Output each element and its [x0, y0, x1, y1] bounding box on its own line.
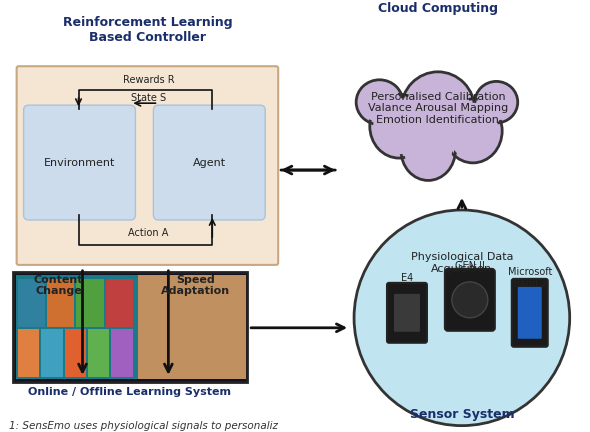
Text: Speed
Adaptation: Speed Adaptation	[160, 275, 230, 296]
Ellipse shape	[405, 76, 470, 144]
Text: Agent: Agent	[193, 158, 226, 168]
Bar	[88, 329, 110, 377]
Text: Reinforcement Learning
Based Controller: Reinforcement Learning Based Controller	[63, 16, 232, 44]
Text: Online / Offline Learning System: Online / Offline Learning System	[28, 387, 231, 397]
Ellipse shape	[359, 83, 400, 122]
FancyBboxPatch shape	[512, 279, 548, 347]
Circle shape	[452, 282, 488, 318]
Text: 1: SensEmo uses physiological signals to personaliz: 1: SensEmo uses physiological signals to…	[9, 421, 278, 431]
Bar	[15, 275, 137, 379]
Ellipse shape	[401, 120, 455, 181]
Circle shape	[354, 210, 570, 426]
Bar	[137, 275, 245, 379]
Text: GEN II: GEN II	[455, 261, 485, 271]
Text: Sensor System: Sensor System	[409, 408, 514, 421]
Ellipse shape	[356, 80, 403, 124]
Ellipse shape	[401, 72, 475, 149]
Ellipse shape	[475, 81, 518, 123]
FancyBboxPatch shape	[394, 294, 420, 332]
Text: Personalised Calibration
Valance Arousal Mapping
Emotion Identification: Personalised Calibration Valance Arousal…	[368, 92, 508, 125]
FancyBboxPatch shape	[24, 105, 136, 220]
FancyBboxPatch shape	[153, 105, 265, 220]
Bar	[76, 279, 104, 327]
Bar	[106, 279, 133, 327]
FancyBboxPatch shape	[387, 283, 427, 343]
Text: Environment: Environment	[44, 158, 115, 168]
FancyBboxPatch shape	[445, 269, 495, 331]
Ellipse shape	[444, 99, 502, 163]
Bar	[18, 329, 39, 377]
Bar	[64, 329, 86, 377]
Ellipse shape	[373, 98, 425, 154]
Text: Rewards R: Rewards R	[123, 75, 174, 85]
Text: Physiological Data
Acquisition: Physiological Data Acquisition	[411, 252, 513, 274]
Text: E4: E4	[401, 273, 413, 283]
Bar	[41, 329, 63, 377]
Text: State S: State S	[131, 93, 166, 103]
Ellipse shape	[404, 124, 452, 177]
Text: Action A: Action A	[128, 228, 169, 238]
FancyBboxPatch shape	[17, 66, 278, 265]
Bar	[18, 279, 45, 327]
Bar	[47, 279, 74, 327]
Bar	[112, 329, 133, 377]
Text: Content
Change: Content Change	[34, 275, 83, 296]
Text: Microsoft
Band 2: Microsoft Band 2	[507, 267, 552, 289]
Ellipse shape	[447, 103, 499, 159]
Ellipse shape	[477, 84, 515, 121]
FancyBboxPatch shape	[518, 287, 542, 339]
Ellipse shape	[370, 94, 428, 158]
Text: Cloud Computing: Cloud Computing	[378, 2, 498, 15]
FancyBboxPatch shape	[12, 272, 247, 382]
